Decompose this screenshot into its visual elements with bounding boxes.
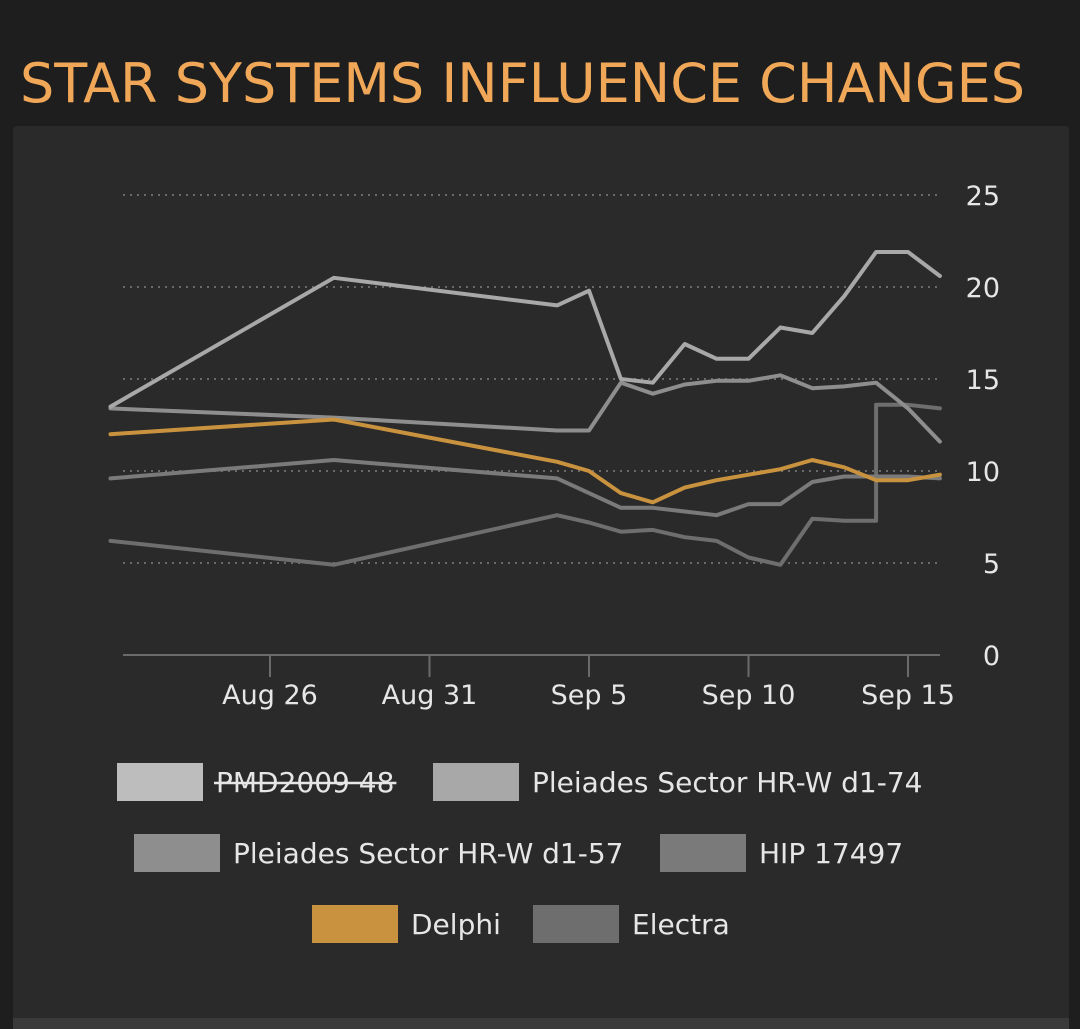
series-line-pleiades-sector-hr-w-d1-57 — [108, 373, 942, 444]
legend-label-hip-17497: HIP 17497 — [759, 837, 903, 870]
y-tick-label-5: 5 — [983, 549, 1000, 580]
series-line-delphi — [108, 417, 942, 505]
x-tick-label-sep-5: Sep 5 — [551, 680, 628, 711]
series-line-pleiades-sector-hr-w-d1-74 — [108, 250, 942, 409]
chart-card — [13, 126, 1069, 1026]
series-line-electra — [108, 402, 942, 567]
y-tick-label-25: 25 — [966, 181, 1000, 212]
legend-swatch-pmd2009-48 — [117, 763, 203, 801]
x-tick-label-sep-15: Sep 15 — [861, 680, 955, 711]
page-title: STAR SYSTEMS INFLUENCE CHANGES — [20, 52, 1026, 115]
legend-label-electra: Electra — [632, 908, 730, 941]
legend-swatch-delphi — [312, 905, 398, 943]
legend-label-pleiades-sector-hr-w-d1-74: Pleiades Sector HR-W d1-74 — [532, 766, 922, 799]
y-tick-label-15: 15 — [966, 365, 1000, 396]
legend-swatch-electra — [533, 905, 619, 943]
x-tick-label-sep-10: Sep 10 — [702, 680, 796, 711]
y-tick-label-20: 20 — [966, 273, 1000, 304]
legend-swatch-hip-17497 — [660, 834, 746, 872]
x-tick-label-aug-26: Aug 26 — [222, 680, 318, 711]
legend-label-pleiades-sector-hr-w-d1-57: Pleiades Sector HR-W d1-57 — [233, 837, 623, 870]
y-tick-label-0: 0 — [983, 641, 1000, 672]
legend-swatch-pleiades-sector-hr-w-d1-57 — [134, 834, 220, 872]
series-line-hip-17497 — [108, 458, 942, 518]
x-tick-label-aug-31: Aug 31 — [382, 680, 478, 711]
legend-swatch-pleiades-sector-hr-w-d1-74 — [433, 763, 519, 801]
next-card-edge — [13, 1018, 1069, 1029]
y-tick-label-10: 10 — [966, 457, 1000, 488]
legend-label-delphi: Delphi — [411, 908, 501, 941]
